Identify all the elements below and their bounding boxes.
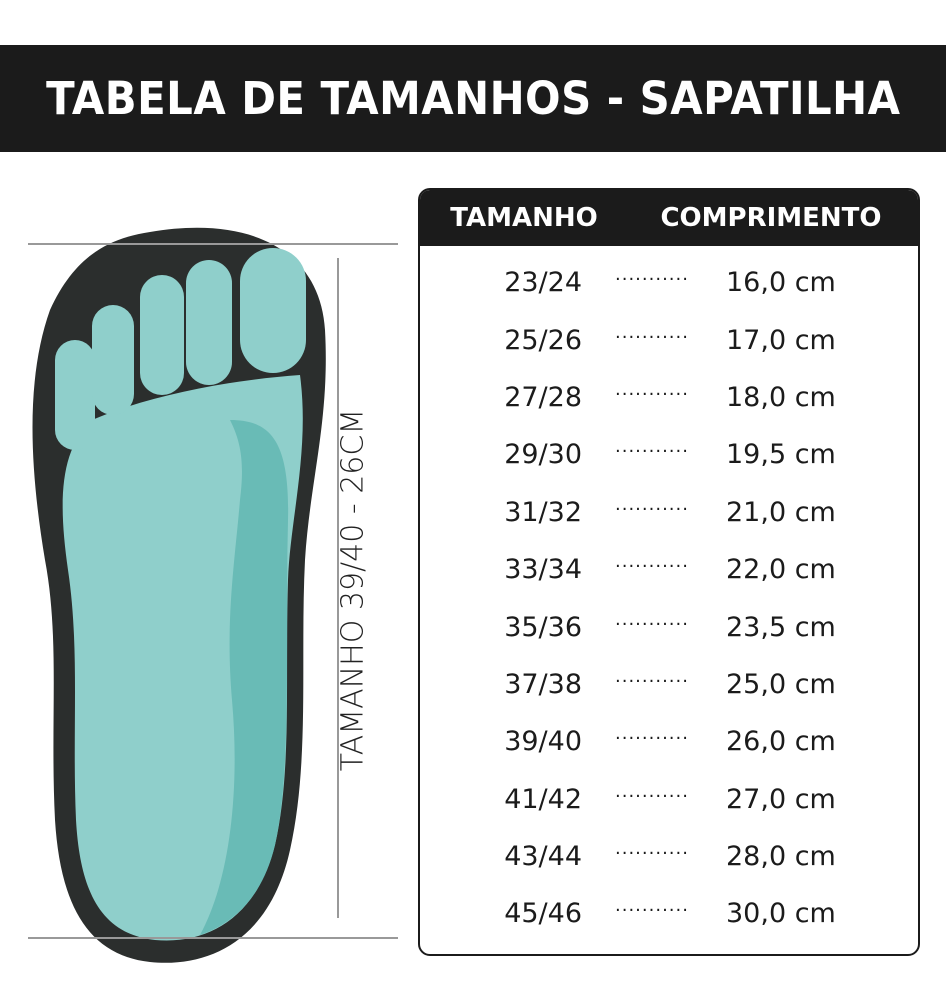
size-cell: 37/38 xyxy=(504,668,582,700)
size-cell: 29/30 xyxy=(504,439,582,471)
length-cell: 25,0 cm xyxy=(726,668,836,700)
size-cell: 23/24 xyxy=(504,267,582,299)
dotted-separator: ........... xyxy=(615,665,689,687)
length-cell: 17,0 cm xyxy=(726,324,836,356)
table-row: 43/44........... 28,0 cm xyxy=(420,828,918,885)
dotted-separator: ........... xyxy=(615,264,689,286)
size-table: TAMANHO COMPRIMENTO 23/24........... 16,0… xyxy=(418,188,920,956)
size-cell: 39/40 xyxy=(504,726,582,758)
table-row: 45/46........... 30,0 cm xyxy=(420,885,918,942)
size-cell: 43/44 xyxy=(504,841,582,873)
table-row: 39/40........... 26,0 cm xyxy=(420,713,918,770)
table-body: 23/24........... 16,0 cm 25/26........... 1… xyxy=(420,246,918,943)
table-row: 35/36........... 23,5 cm xyxy=(420,598,918,655)
length-cell: 27,0 cm xyxy=(726,783,836,815)
measurement-label: TAMANHO 39/40 - 26CM xyxy=(335,408,371,772)
length-cell: 23,5 cm xyxy=(726,611,836,643)
table-row: 37/38........... 25,0 cm xyxy=(420,656,918,713)
size-cell: 35/36 xyxy=(504,611,582,643)
length-cell: 21,0 cm xyxy=(726,496,836,528)
size-cell: 33/34 xyxy=(504,554,582,586)
size-cell: 31/32 xyxy=(504,496,582,528)
dotted-separator: ........... xyxy=(615,895,689,917)
dotted-separator: ........... xyxy=(615,378,689,400)
dotted-separator: ........... xyxy=(615,838,689,860)
length-cell: 18,0 cm xyxy=(726,381,836,413)
dotted-separator: ........... xyxy=(615,321,689,343)
size-cell: 45/46 xyxy=(504,898,582,930)
dotted-separator: ........... xyxy=(615,780,689,802)
length-cell: 22,0 cm xyxy=(726,554,836,586)
table-header: TAMANHO COMPRIMENTO xyxy=(420,190,918,246)
table-row: 27/28........... 18,0 cm xyxy=(420,369,918,426)
dotted-separator: ........... xyxy=(615,723,689,745)
size-cell: 27/28 xyxy=(504,381,582,413)
title-banner: TABELA DE TAMANHOS - SAPATILHA xyxy=(0,45,946,152)
size-cell: 41/42 xyxy=(504,783,582,815)
table-row: 25/26........... 17,0 cm xyxy=(420,311,918,368)
shoe-sole-icon xyxy=(28,227,398,963)
dotted-separator: ........... xyxy=(615,608,689,630)
shoe-sole-illustration xyxy=(0,180,420,980)
table-row: 41/42........... 27,0 cm xyxy=(420,771,918,828)
length-cell: 19,5 cm xyxy=(726,439,836,471)
dotted-separator: ........... xyxy=(615,493,689,515)
header-length: COMPRIMENTO xyxy=(660,203,882,233)
dotted-separator: ........... xyxy=(615,436,689,458)
size-cell: 25/26 xyxy=(504,324,582,356)
page-title: TABELA DE TAMANHOS - SAPATILHA xyxy=(45,72,901,125)
table-row: 23/24........... 16,0 cm xyxy=(420,254,918,311)
length-cell: 16,0 cm xyxy=(726,267,836,299)
table-row: 31/32........... 21,0 cm xyxy=(420,484,918,541)
dotted-separator: ........... xyxy=(615,551,689,573)
length-cell: 26,0 cm xyxy=(726,726,836,758)
table-row: 33/34........... 22,0 cm xyxy=(420,541,918,598)
length-cell: 28,0 cm xyxy=(726,841,836,873)
table-row: 29/30........... 19,5 cm xyxy=(420,426,918,483)
length-cell: 30,0 cm xyxy=(726,898,836,930)
header-size: TAMANHO xyxy=(450,203,598,233)
